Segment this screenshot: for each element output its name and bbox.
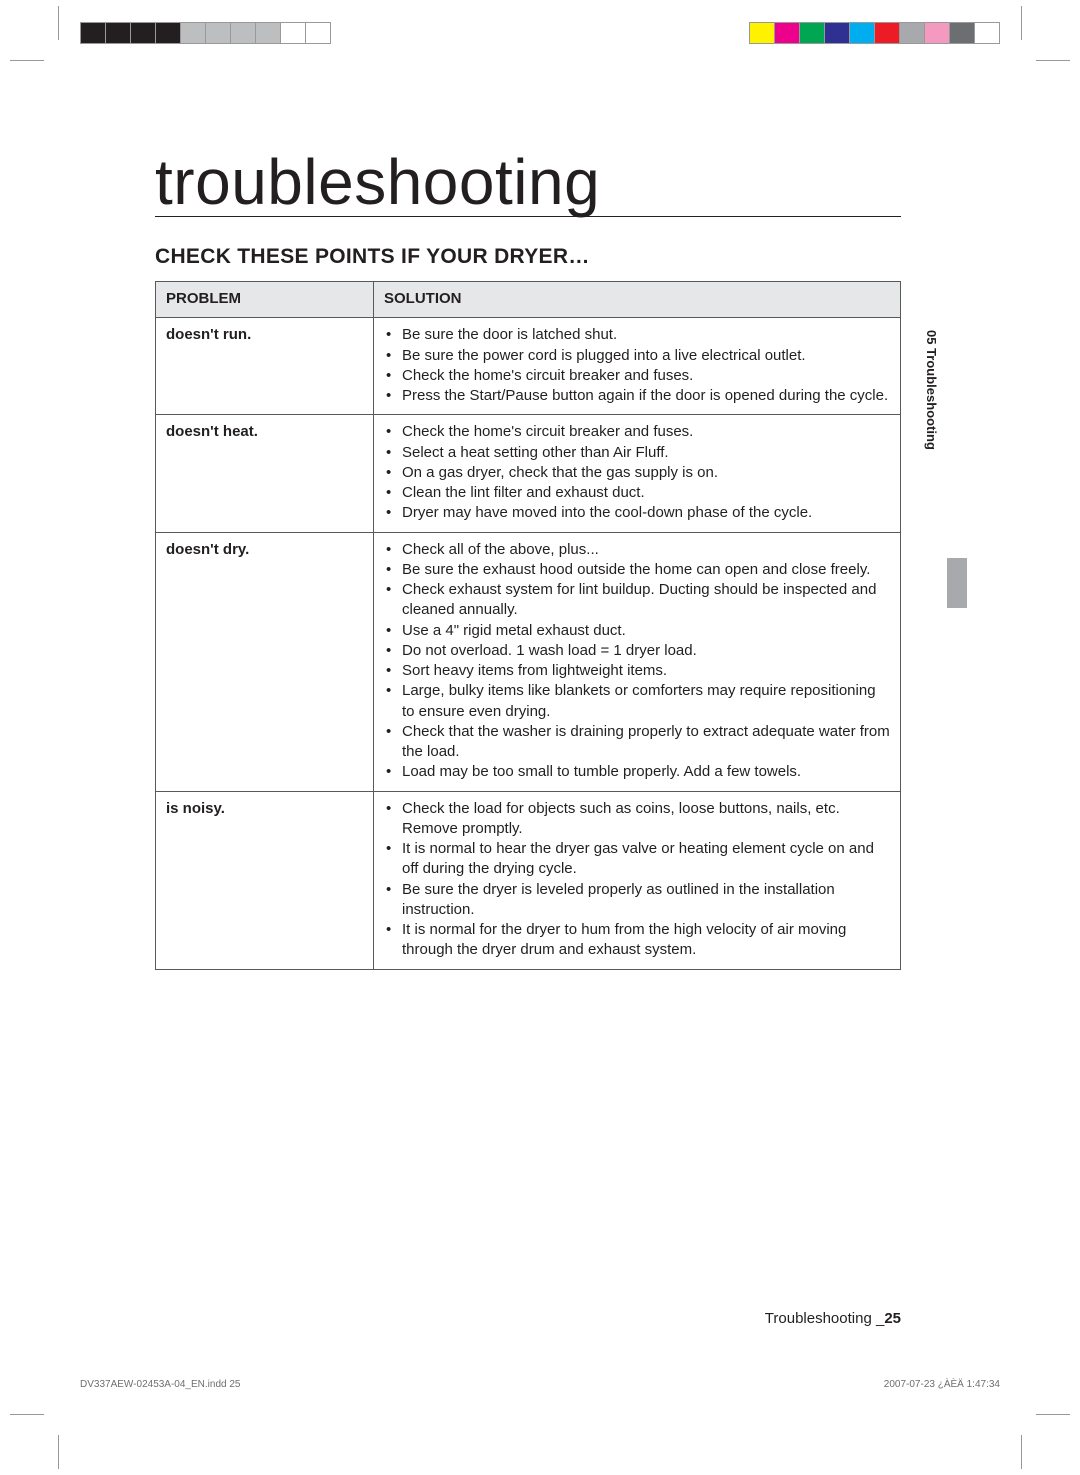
section-title: CHECK THESE POINTS IF YOUR DRYER… [155,245,901,269]
color-swatch [255,22,281,44]
table-header-solution: SOLUTION [374,282,901,318]
color-swatch [180,22,206,44]
solution-item: Check exhaust system for lint buildup. D… [384,580,890,621]
solution-item: On a gas dryer, check that the gas suppl… [384,463,890,483]
problem-cell: doesn't run. [156,318,374,415]
problem-cell: doesn't heat. [156,415,374,532]
color-swatch [230,22,256,44]
color-swatch [924,22,950,44]
color-swatch [205,22,231,44]
crop-mark [1036,1414,1070,1415]
crop-mark [58,1435,59,1469]
section-side-tab: 05 Troubleshooting [921,330,945,520]
color-swatch [80,22,106,44]
solution-list: Check the home's circuit breaker and fus… [384,422,890,523]
content-area: troubleshooting CHECK THESE POINTS IF YO… [155,150,901,970]
color-swatch [280,22,306,44]
solution-item: Check the home's circuit breaker and fus… [384,366,890,386]
solution-list: Check all of the above, plus...Be sure t… [384,540,890,783]
color-swatch [130,22,156,44]
slug-right: 2007-07-23 ¿ÀÈÄ 1:47:34 [884,1379,1000,1390]
solution-item: Clean the lint filter and exhaust duct. [384,483,890,503]
imposition-slug: DV337AEW-02453A-04_EN.indd 25 2007-07-23… [80,1378,1000,1390]
registration-bars [0,22,1080,50]
solution-item: Load may be too small to tumble properly… [384,762,890,782]
solution-item: Large, bulky items like blankets or comf… [384,681,890,722]
solution-item: Be sure the door is latched shut. [384,325,890,345]
solution-item: Sort heavy items from lightweight items. [384,661,890,681]
problem-cell: is noisy. [156,791,374,969]
color-swatch [749,22,775,44]
solution-item: Select a heat setting other than Air Flu… [384,443,890,463]
color-swatch [874,22,900,44]
solution-item: Be sure the power cord is plugged into a… [384,346,890,366]
solution-item: It is normal to hear the dryer gas valve… [384,839,890,880]
footer-page-number: 25 [884,1310,901,1327]
solution-item: Check the home's circuit breaker and fus… [384,422,890,442]
solution-item: Do not overload. 1 wash load = 1 dryer l… [384,641,890,661]
solution-list: Be sure the door is latched shut.Be sure… [384,325,890,406]
solution-item: Press the Start/Pause button again if th… [384,386,890,406]
color-swatch [949,22,975,44]
table-header-problem: PROBLEM [156,282,374,318]
page-footer: Troubleshooting _25 [155,1310,901,1327]
color-swatch [305,22,331,44]
solution-item: Be sure the exhaust hood outside the hom… [384,560,890,580]
table-row: is noisy.Check the load for objects such… [156,791,901,969]
troubleshooting-table: PROBLEM SOLUTION doesn't run.Be sure the… [155,281,901,970]
side-thumb-marker [947,558,967,608]
solution-cell: Check all of the above, plus...Be sure t… [374,532,901,791]
crop-mark [1021,1435,1022,1469]
slug-left: DV337AEW-02453A-04_EN.indd 25 [80,1379,240,1390]
color-swatch [974,22,1000,44]
crop-mark [1036,60,1070,61]
page: 05 Troubleshooting troubleshooting CHECK… [0,0,1080,1475]
problem-cell: doesn't dry. [156,532,374,791]
color-swatch [799,22,825,44]
solution-list: Check the load for objects such as coins… [384,799,890,961]
footer-label: Troubleshooting _ [765,1310,885,1327]
solution-cell: Check the load for objects such as coins… [374,791,901,969]
table-row: doesn't run.Be sure the door is latched … [156,318,901,415]
solution-item: Check all of the above, plus... [384,540,890,560]
color-swatch [849,22,875,44]
color-swatch [899,22,925,44]
solution-item: Use a 4" rigid metal exhaust duct. [384,621,890,641]
registration-left [80,22,331,44]
page-title: troubleshooting [155,150,901,217]
solution-item: Check the load for objects such as coins… [384,799,890,840]
table-body: doesn't run.Be sure the door is latched … [156,318,901,969]
solution-item: Dryer may have moved into the cool-down … [384,503,890,523]
table-row: doesn't dry.Check all of the above, plus… [156,532,901,791]
table-row: doesn't heat. Check the home's circuit br… [156,415,901,532]
solution-item: It is normal for the dryer to hum from t… [384,920,890,961]
solution-cell: Be sure the door is latched shut.Be sure… [374,318,901,415]
registration-right [749,22,1000,44]
crop-mark [10,1414,44,1415]
crop-mark [10,60,44,61]
solution-cell: Check the home's circuit breaker and fus… [374,415,901,532]
color-swatch [105,22,131,44]
solution-item: Check that the washer is draining proper… [384,722,890,763]
section-side-tab-label: 05 Troubleshooting [924,330,939,450]
color-swatch [155,22,181,44]
color-swatch [824,22,850,44]
solution-item: Be sure the dryer is leveled properly as… [384,880,890,921]
color-swatch [774,22,800,44]
